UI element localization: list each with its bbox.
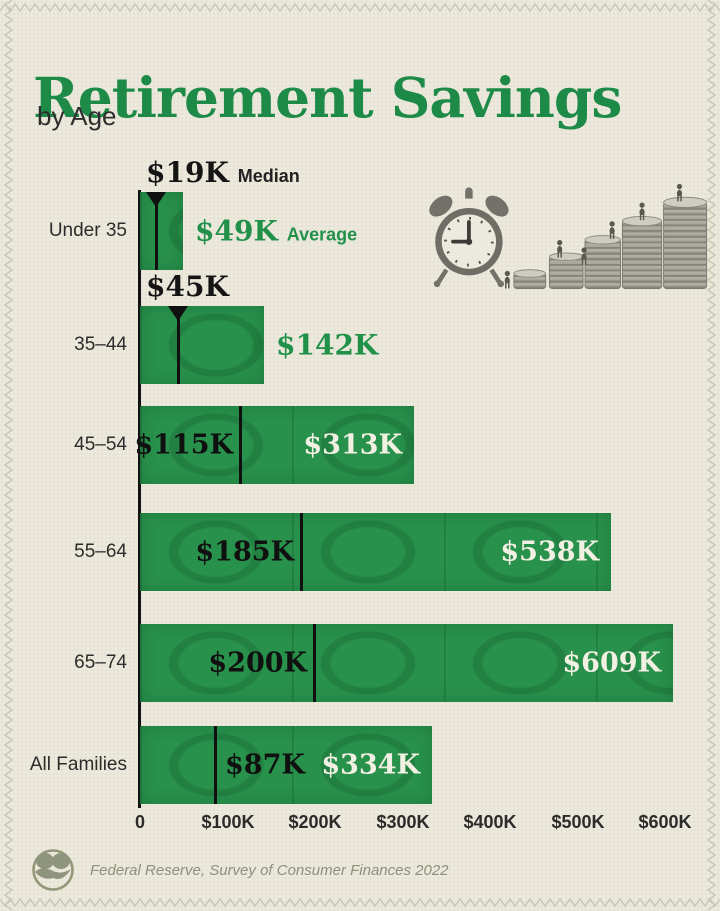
median-value-label: $185K [195,536,294,568]
page-title: Retirement Savings [33,64,622,130]
median-marker-line [313,624,316,702]
average-bar: $185K $538K [140,513,611,591]
category-label: 65–74 [74,652,127,673]
average-bar: $115K $313K [134,406,414,484]
category-label: 55–64 [74,541,127,562]
coin-stacks-icon [513,196,708,289]
median-value-label: $115K [134,429,233,461]
y-axis-line [138,190,141,808]
median-value: $19K [146,156,229,189]
median-marker-line [300,513,303,591]
category-label: All Families [29,754,127,775]
median-value-label: $19K Median [146,156,300,189]
category-label: Under 35 [48,220,127,241]
median-marker-triangle [168,306,188,321]
chart-row: All Families $87K $334K [0,726,720,804]
stitch-border-top [0,2,720,13]
x-axis-tick: $500K [551,812,605,832]
average-suffix: Average [286,224,358,245]
alarm-clock-icon [429,187,509,288]
data-source-text: Federal Reserve, Survey of Consumer Fina… [90,862,449,879]
average-value-label: $49K Average [195,215,357,248]
category-label: 35–44 [74,334,127,355]
median-value: $45K [146,270,229,303]
median-value-label: $87K [225,749,305,781]
average-value: $49K [195,214,278,248]
x-axis-tick: $400K [463,812,517,832]
category-label: 45–54 [74,434,127,455]
median-value-label: $200K [208,647,307,679]
median-value-label: $45K [146,270,229,303]
median-suffix: Median [237,166,300,186]
median-marker-line [155,192,158,270]
average-value-label: $609K [562,647,661,679]
average-bar: $19K Median $49K Average [140,156,357,270]
median-marker-triangle [146,192,166,207]
median-marker-line [214,726,217,804]
x-axis-tick: $100K [201,812,255,832]
chart-row: 35–44 $45K $142K [0,270,720,384]
page-subtitle: by Age [37,101,117,131]
x-axis-tick: $200K [288,812,342,832]
stitch-border-bottom [0,897,720,908]
x-axis-tick: 0 [134,812,146,832]
x-axis-tick: $300K [376,812,430,832]
average-value-label: $334K [321,749,420,781]
median-marker-line [239,406,242,484]
average-value-label: $142K [276,329,378,362]
chart-row: 45–54 $115K $313K [0,406,720,484]
publisher-logo-icon [32,849,74,891]
chart-row: Under 35 $19K Median $49K Average [0,156,720,270]
chart-row: 55–64 $185K $538K [0,513,720,591]
clock-and-coins-illustration [429,183,708,289]
average-value-label: $538K [500,536,599,568]
average-bar: $45K $142K [140,270,378,384]
chart-row: 65–74 $200K $609K [0,624,720,702]
x-axis-tick: $600K [638,812,692,832]
average-value-label: $313K [303,429,402,461]
average-value: $142K [276,328,379,362]
median-marker-line [177,306,180,384]
average-bar: $87K $334K [140,726,432,804]
average-bar: $200K $609K [140,624,673,702]
